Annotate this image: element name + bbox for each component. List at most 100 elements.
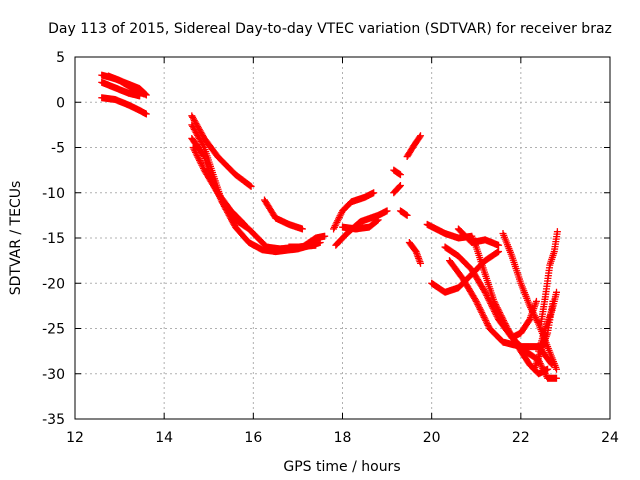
data-point bbox=[374, 216, 382, 224]
x-tick-label: 14 bbox=[155, 430, 173, 446]
data-point bbox=[199, 163, 207, 171]
data-point bbox=[479, 310, 487, 318]
data-point bbox=[484, 321, 492, 329]
data-point bbox=[333, 218, 341, 226]
data-point bbox=[334, 217, 342, 225]
data-point bbox=[484, 293, 492, 301]
data-point bbox=[490, 306, 498, 314]
data-point bbox=[417, 132, 425, 140]
data-point bbox=[197, 160, 205, 168]
y-tick-label: -20 bbox=[42, 276, 65, 292]
x-axis-title: GPS time / hours bbox=[283, 459, 400, 475]
x-tick-label: 16 bbox=[244, 430, 262, 446]
data-point bbox=[196, 136, 204, 144]
data-point bbox=[541, 369, 549, 377]
data-point bbox=[188, 121, 196, 129]
data-point bbox=[337, 210, 345, 218]
data-point bbox=[199, 165, 207, 173]
data-point bbox=[196, 158, 204, 166]
data-point bbox=[189, 115, 197, 123]
data-point bbox=[481, 288, 489, 296]
y-tick-label: -15 bbox=[42, 231, 65, 247]
data-point bbox=[482, 290, 490, 298]
data-point bbox=[199, 151, 207, 159]
data-point bbox=[190, 116, 198, 124]
data-point bbox=[403, 211, 411, 219]
data-point bbox=[192, 119, 200, 127]
y-tick-label: -35 bbox=[42, 412, 65, 428]
data-point bbox=[190, 145, 198, 153]
data-point bbox=[370, 189, 378, 197]
data-point bbox=[198, 161, 206, 169]
data-point bbox=[240, 220, 248, 228]
x-tick-label: 18 bbox=[334, 430, 352, 446]
data-point bbox=[193, 152, 201, 160]
data-point bbox=[533, 317, 541, 325]
data-point bbox=[471, 296, 479, 304]
data-point bbox=[383, 207, 391, 215]
data-point bbox=[189, 113, 197, 121]
data-point bbox=[198, 139, 206, 147]
data-point bbox=[416, 133, 424, 141]
data-points bbox=[98, 71, 561, 382]
data-point bbox=[336, 212, 344, 220]
data-point bbox=[482, 318, 490, 326]
data-point bbox=[194, 153, 202, 161]
data-point bbox=[480, 313, 488, 321]
data-point bbox=[483, 320, 491, 328]
data-point bbox=[479, 312, 487, 320]
y-tick-label: 0 bbox=[56, 95, 65, 111]
data-point bbox=[321, 232, 329, 240]
data-point bbox=[195, 155, 203, 163]
data-point bbox=[553, 365, 560, 373]
data-point bbox=[476, 305, 484, 313]
data-point bbox=[553, 374, 560, 382]
data-point bbox=[240, 220, 248, 228]
data-point bbox=[539, 364, 547, 372]
data-point bbox=[482, 317, 490, 325]
data-point bbox=[540, 368, 548, 376]
data-point bbox=[140, 90, 148, 98]
data-point bbox=[483, 291, 491, 299]
data-point bbox=[195, 134, 203, 142]
data-point bbox=[192, 150, 200, 158]
data-point bbox=[495, 241, 503, 249]
data-point bbox=[194, 133, 202, 141]
x-tick-label: 22 bbox=[512, 430, 530, 446]
data-point bbox=[540, 366, 548, 374]
data-point bbox=[335, 213, 343, 221]
data-point bbox=[553, 288, 560, 296]
data-point bbox=[493, 312, 501, 320]
data-point bbox=[191, 147, 199, 155]
data-point bbox=[491, 307, 499, 315]
data-point bbox=[190, 125, 198, 133]
data-point bbox=[189, 122, 197, 130]
x-tick-label: 12 bbox=[66, 430, 84, 446]
data-point bbox=[491, 309, 499, 317]
y-tick-label: 5 bbox=[56, 50, 65, 66]
data-point bbox=[492, 311, 500, 319]
chart-title: Day 113 of 2015, Sidereal Day-to-day VTE… bbox=[48, 21, 612, 37]
data-point bbox=[534, 318, 542, 326]
data-point bbox=[481, 315, 489, 323]
data-point bbox=[192, 148, 200, 156]
data-point bbox=[191, 127, 199, 135]
data-point bbox=[525, 317, 533, 325]
data-point bbox=[298, 225, 306, 233]
data-point bbox=[192, 128, 200, 136]
data-point bbox=[330, 223, 338, 231]
data-point bbox=[193, 130, 201, 138]
data-point bbox=[478, 309, 486, 317]
data-point bbox=[334, 215, 342, 223]
data-point bbox=[246, 182, 254, 190]
data-point bbox=[332, 220, 340, 228]
data-point bbox=[553, 228, 561, 236]
data-point bbox=[486, 298, 494, 306]
data-point bbox=[142, 110, 150, 118]
data-point bbox=[196, 156, 204, 164]
x-tick-label: 20 bbox=[423, 430, 441, 446]
x-tick-label: 24 bbox=[601, 430, 619, 446]
data-point bbox=[474, 301, 482, 309]
data-point bbox=[487, 299, 495, 307]
